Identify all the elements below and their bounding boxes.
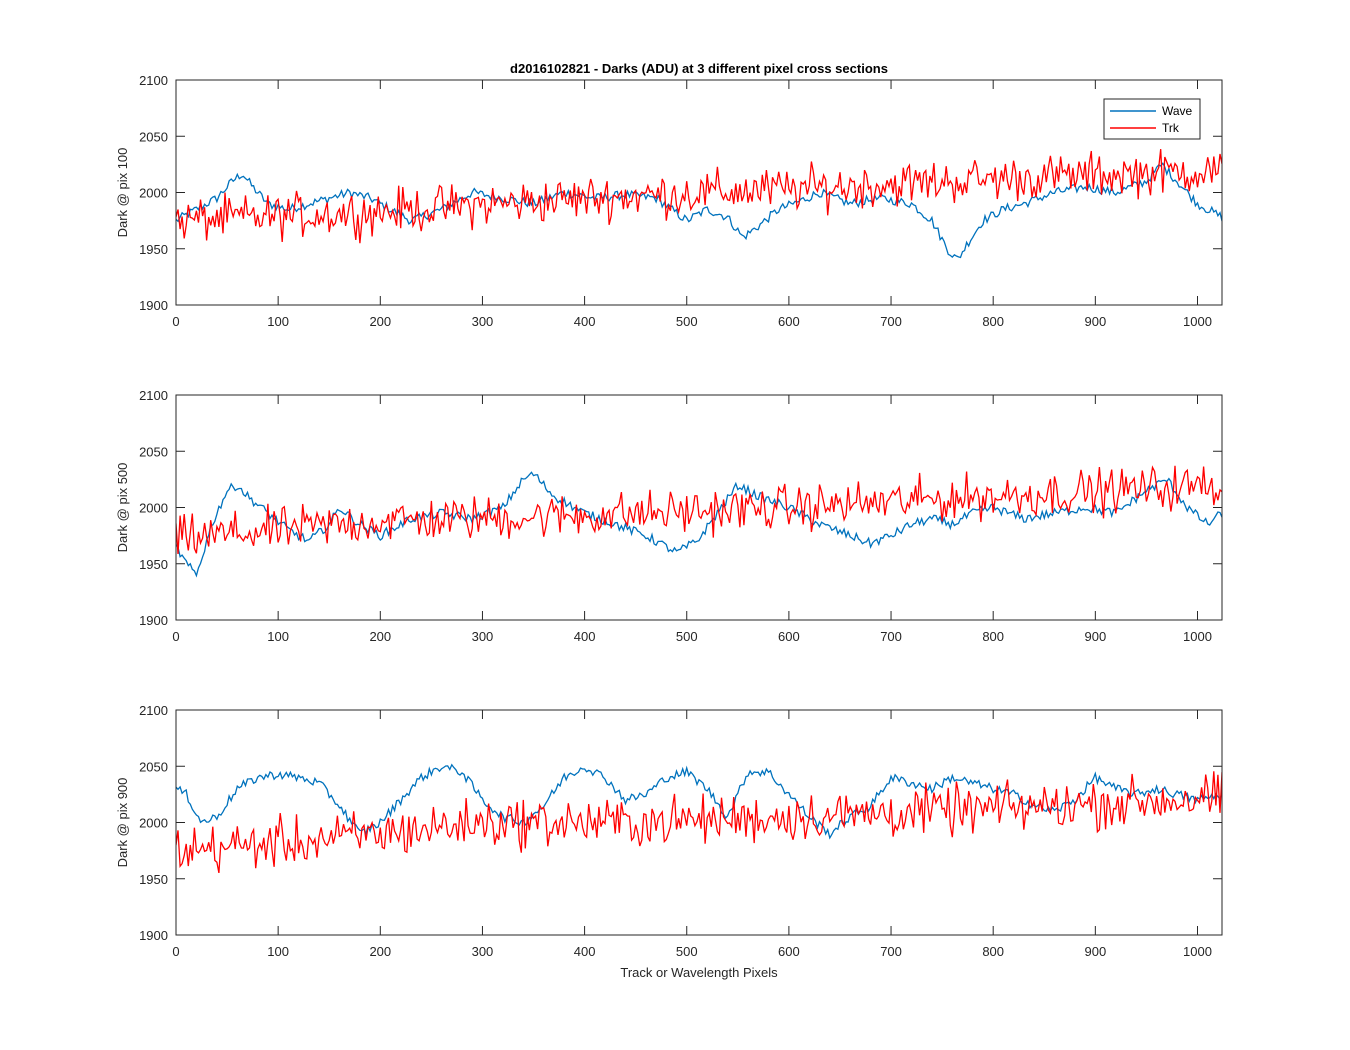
x-tick-label: 300 (472, 314, 494, 329)
y-tick-label: 1950 (139, 872, 168, 887)
x-axis-label: Track or Wavelength Pixels (620, 965, 778, 980)
y-tick-label: 2050 (139, 129, 168, 144)
x-tick-label: 700 (880, 944, 902, 959)
x-tick-label: 1000 (1183, 314, 1212, 329)
x-tick-label: 600 (778, 944, 800, 959)
y-tick-label: 1900 (139, 298, 168, 313)
y-tick-label: 1900 (139, 613, 168, 628)
x-tick-label: 0 (172, 944, 179, 959)
x-tick-label: 700 (880, 314, 902, 329)
subplot-2: 0 100 200 300 400 500 600 700 800 900 1000 1900 1950… (115, 388, 1223, 644)
series-line-wave (176, 162, 1222, 259)
x-tick-label: 200 (369, 314, 391, 329)
y-tick-label: 2050 (139, 759, 168, 774)
x-tick-label: 500 (676, 944, 698, 959)
plot-area (176, 395, 1222, 620)
x-tick-label: 200 (369, 944, 391, 959)
x-tick-label: 1000 (1183, 944, 1212, 959)
y-axis-label: Dark @ pix 500 (115, 463, 130, 553)
x-tick-label: 800 (982, 629, 1004, 644)
series-lines (176, 763, 1222, 874)
legend-box (1103, 98, 1201, 140)
subplots: 0 100 200 300 400 500 600 700 800 900 100019001950… (115, 73, 1223, 959)
x-tick-label: 100 (267, 944, 289, 959)
x-tick-label: 0 (172, 314, 179, 329)
x-tick-label: 400 (574, 314, 596, 329)
x-tick-label: 1000 (1183, 629, 1212, 644)
subplot-1: 0 100 200 300 400 500 600 700 800 900 1000 1900 1950… (115, 73, 1223, 329)
x-tick-label: 700 (880, 629, 902, 644)
x-tick-label: 800 (982, 944, 1004, 959)
series-line-trk (176, 465, 1222, 555)
x-tick-label: 600 (778, 314, 800, 329)
series-lines (176, 465, 1222, 578)
chart-title: d2016102821 - Darks (ADU) at 3 different… (510, 61, 888, 76)
subplot-3: 0 100 200 300 400 500 600 700 800 900 1000 1900 1950… (115, 703, 1223, 959)
y-tick-label: 2100 (139, 388, 168, 403)
plot-area (176, 80, 1222, 305)
x-tick-label: 300 (472, 629, 494, 644)
x-tick-label: 500 (676, 629, 698, 644)
x-tick-label: 0 (172, 629, 179, 644)
y-tick-label: 2000 (139, 501, 168, 516)
y-tick-label: 2000 (139, 186, 168, 201)
x-tick-label: 600 (778, 629, 800, 644)
y-tick-label: 2050 (139, 444, 168, 459)
legend: Wave Trk (1103, 98, 1201, 140)
y-axis-label: Dark @ pix 100 (115, 148, 130, 238)
x-tick-label: 500 (676, 314, 698, 329)
x-tick-label: 400 (574, 629, 596, 644)
legend-label-trk: Trk (1162, 121, 1180, 135)
x-tick-label: 900 (1084, 629, 1106, 644)
y-tick-label: 1950 (139, 557, 168, 572)
x-tick-label: 100 (267, 629, 289, 644)
y-tick-label: 1950 (139, 242, 168, 257)
y-axis-label: Dark @ pix 900 (115, 778, 130, 868)
series-lines (176, 149, 1222, 259)
series-line-trk (176, 771, 1222, 874)
x-tick-label: 100 (267, 314, 289, 329)
y-tick-label: 2000 (139, 816, 168, 831)
x-tick-label: 900 (1084, 314, 1106, 329)
x-tick-label: 200 (369, 629, 391, 644)
y-tick-label: 1900 (139, 928, 168, 943)
x-tick-label: 900 (1084, 944, 1106, 959)
x-tick-label: 800 (982, 314, 1004, 329)
legend-label-wave: Wave (1162, 104, 1193, 118)
y-tick-label: 2100 (139, 73, 168, 88)
x-tick-label: 300 (472, 944, 494, 959)
x-tick-label: 400 (574, 944, 596, 959)
series-line-trk (176, 149, 1222, 244)
y-tick-label: 2100 (139, 703, 168, 718)
plot-area (176, 710, 1222, 935)
